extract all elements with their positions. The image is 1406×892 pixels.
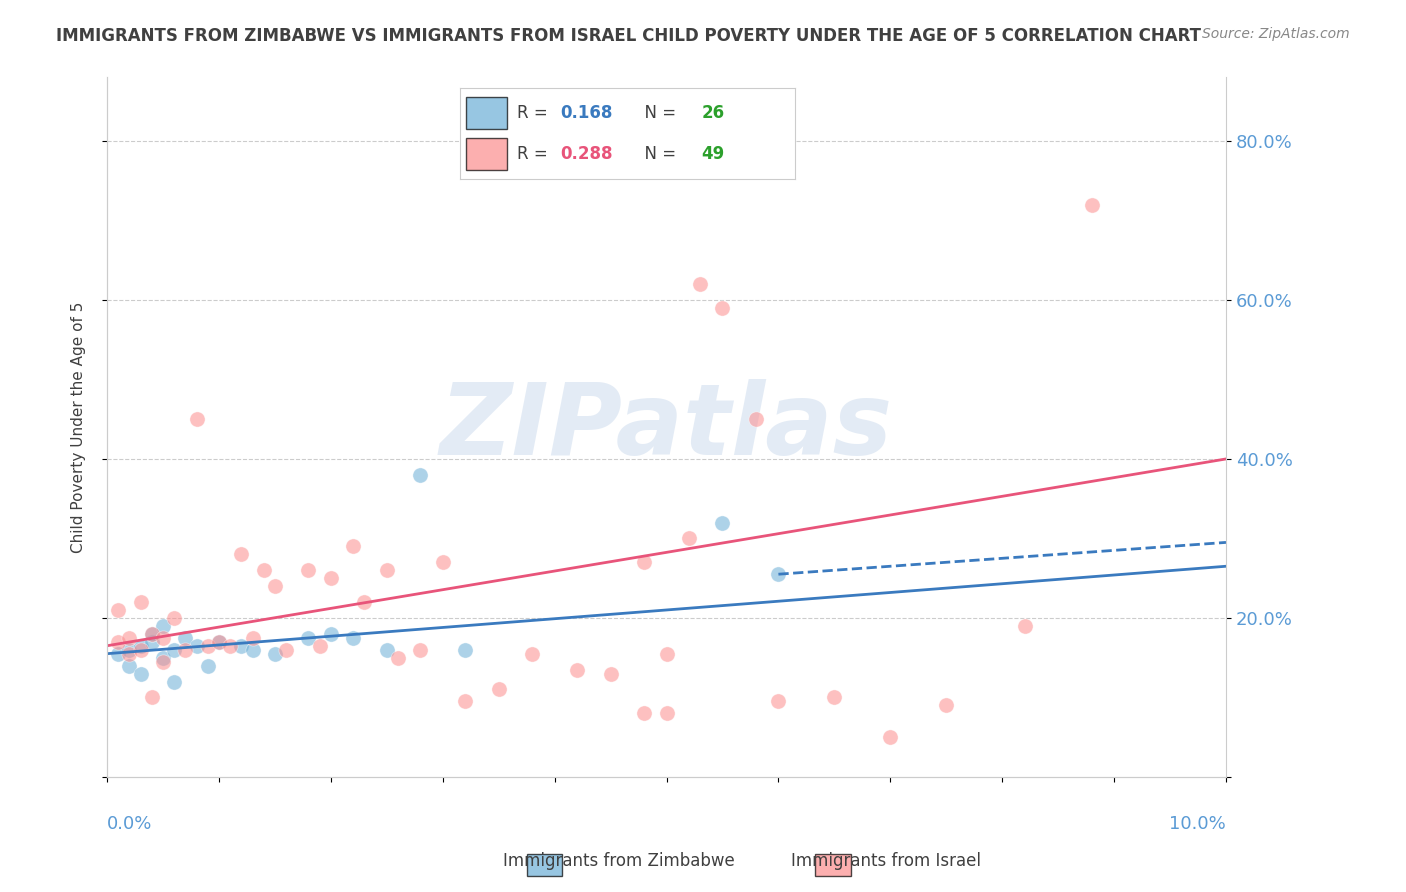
- Point: [342, 540, 364, 554]
- Point: [163, 611, 186, 625]
- Point: [745, 412, 768, 426]
- Point: [152, 655, 174, 669]
- Point: [152, 650, 174, 665]
- Point: [141, 627, 163, 641]
- Point: [319, 571, 342, 585]
- Point: [219, 639, 242, 653]
- Point: [186, 412, 208, 426]
- Point: [409, 642, 432, 657]
- Point: [186, 639, 208, 653]
- Point: [308, 639, 330, 653]
- Point: [107, 603, 129, 617]
- Point: [454, 694, 477, 708]
- Text: 0.0%: 0.0%: [107, 815, 152, 833]
- Point: [935, 698, 957, 713]
- Point: [141, 690, 163, 705]
- Point: [242, 631, 264, 645]
- Point: [129, 639, 152, 653]
- Point: [599, 666, 621, 681]
- Point: [387, 650, 409, 665]
- Y-axis label: Child Poverty Under the Age of 5: Child Poverty Under the Age of 5: [72, 301, 86, 553]
- Point: [353, 595, 375, 609]
- Point: [297, 563, 319, 577]
- Point: [711, 516, 734, 530]
- Point: [375, 563, 398, 577]
- Point: [152, 619, 174, 633]
- Point: [107, 647, 129, 661]
- Point: [768, 567, 790, 582]
- Text: IMMIGRANTS FROM ZIMBABWE VS IMMIGRANTS FROM ISRAEL CHILD POVERTY UNDER THE AGE O: IMMIGRANTS FROM ZIMBABWE VS IMMIGRANTS F…: [56, 27, 1201, 45]
- Point: [107, 634, 129, 648]
- Point: [163, 642, 186, 657]
- Point: [297, 631, 319, 645]
- Point: [152, 631, 174, 645]
- Point: [522, 647, 544, 661]
- Point: [633, 706, 655, 721]
- Point: [231, 639, 253, 653]
- Point: [242, 642, 264, 657]
- Point: [711, 301, 734, 315]
- Point: [174, 642, 197, 657]
- Point: [264, 647, 287, 661]
- Point: [253, 563, 276, 577]
- Point: [129, 595, 152, 609]
- Point: [231, 547, 253, 561]
- Point: [141, 627, 163, 641]
- Point: [118, 631, 141, 645]
- Text: Immigrants from Israel: Immigrants from Israel: [790, 852, 981, 870]
- Point: [118, 642, 141, 657]
- Point: [823, 690, 845, 705]
- Text: ZIPatlas: ZIPatlas: [440, 379, 893, 475]
- Point: [633, 555, 655, 569]
- Point: [678, 532, 700, 546]
- Text: Source: ZipAtlas.com: Source: ZipAtlas.com: [1202, 27, 1350, 41]
- Point: [208, 634, 231, 648]
- Point: [655, 647, 678, 661]
- Point: [197, 658, 219, 673]
- Point: [129, 666, 152, 681]
- Point: [409, 467, 432, 482]
- Point: [118, 647, 141, 661]
- Point: [879, 730, 901, 744]
- Point: [655, 706, 678, 721]
- Point: [118, 658, 141, 673]
- Point: [375, 642, 398, 657]
- Point: [1080, 197, 1102, 211]
- Point: [488, 682, 510, 697]
- Point: [129, 642, 152, 657]
- Point: [565, 663, 588, 677]
- Point: [274, 642, 297, 657]
- Point: [454, 642, 477, 657]
- Point: [432, 555, 454, 569]
- Point: [163, 674, 186, 689]
- Point: [264, 579, 287, 593]
- Point: [208, 634, 231, 648]
- Point: [197, 639, 219, 653]
- Point: [768, 694, 790, 708]
- Text: Immigrants from Zimbabwe: Immigrants from Zimbabwe: [503, 852, 734, 870]
- Text: 10.0%: 10.0%: [1170, 815, 1226, 833]
- Point: [689, 277, 711, 291]
- Point: [1014, 619, 1036, 633]
- Point: [319, 627, 342, 641]
- Point: [141, 634, 163, 648]
- Point: [342, 631, 364, 645]
- Point: [174, 631, 197, 645]
